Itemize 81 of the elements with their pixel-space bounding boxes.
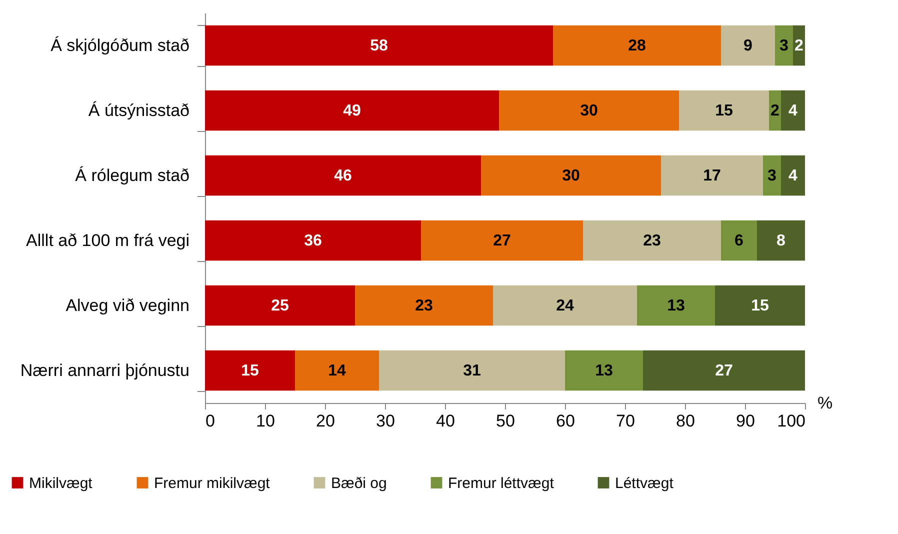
data-label: 15 xyxy=(241,362,259,380)
data-label: 30 xyxy=(562,168,580,184)
y-tick-label: Alllt að 100 m frá vegi xyxy=(26,231,190,250)
bar xyxy=(481,155,661,196)
data-label: 27 xyxy=(715,362,733,380)
data-label: 2 xyxy=(770,102,780,120)
data-label: 14 xyxy=(328,362,346,380)
bar xyxy=(205,25,553,66)
bar xyxy=(379,350,565,391)
data-label: 4 xyxy=(788,168,798,184)
data-label: 23 xyxy=(415,298,433,314)
data-label: 36 xyxy=(304,232,322,250)
legend-label: Fremur léttvægt xyxy=(448,474,555,492)
data-label: 25 xyxy=(271,298,289,314)
data-label: 15 xyxy=(751,298,769,314)
bar xyxy=(781,90,805,131)
bar xyxy=(775,25,793,66)
x-tick-label: 30 xyxy=(376,412,395,430)
x-tick-label: 80 xyxy=(676,412,695,430)
data-label: 46 xyxy=(334,168,352,184)
bar xyxy=(781,155,805,196)
data-label: 17 xyxy=(703,168,721,184)
y-tick-label: Á skjólgóðum stað xyxy=(50,36,190,55)
bar xyxy=(757,220,805,261)
x-tick-label: 50 xyxy=(496,412,515,430)
x-tick-label: 60 xyxy=(556,412,575,430)
data-label: 9 xyxy=(744,38,753,54)
bar xyxy=(643,350,805,391)
data-label: 28 xyxy=(628,38,646,54)
bar xyxy=(205,285,355,326)
bar xyxy=(679,90,769,131)
x-tick-label: 100 xyxy=(777,412,806,430)
bar xyxy=(295,350,379,391)
legend-label: Bæði og xyxy=(331,474,387,492)
x-tick-label: 70 xyxy=(616,412,635,430)
data-label: 6 xyxy=(734,232,744,250)
data-label: 58 xyxy=(370,38,388,54)
legend-label: Fremur mikilvægt xyxy=(154,474,271,492)
data-label: 24 xyxy=(556,298,574,314)
data-label: 15 xyxy=(715,102,733,120)
legend-label: Léttvægt xyxy=(615,474,674,492)
bar xyxy=(715,285,805,326)
data-label: 13 xyxy=(595,362,613,380)
bar xyxy=(493,285,637,326)
x-tick-label: 0 xyxy=(206,412,215,430)
bar xyxy=(205,350,295,391)
bar xyxy=(205,90,499,131)
data-label: 3 xyxy=(768,168,777,184)
data-label: 30 xyxy=(580,102,598,120)
data-label: 4 xyxy=(788,102,798,120)
bar xyxy=(499,90,679,131)
y-tick-label: Nærri annarri þjónustu xyxy=(20,361,190,380)
x-tick-label: 90 xyxy=(736,412,755,430)
data-label: 3 xyxy=(780,38,789,54)
bar xyxy=(565,350,643,391)
x-tick-label: 10 xyxy=(256,412,275,430)
bar xyxy=(205,220,421,261)
y-tick-label: Alveg við veginn xyxy=(66,296,190,315)
data-label: 23 xyxy=(643,232,661,250)
bar xyxy=(637,285,715,326)
bar xyxy=(355,285,493,326)
data-label: 13 xyxy=(667,298,685,314)
x-tick-label: 40 xyxy=(436,412,455,430)
bar xyxy=(763,155,781,196)
x-axis-title: % xyxy=(818,394,833,412)
y-tick-label: Á rólegum stað xyxy=(75,166,190,185)
bar xyxy=(205,155,481,196)
data-label: 8 xyxy=(776,232,786,250)
bar xyxy=(553,25,721,66)
bar xyxy=(661,155,763,196)
x-tick-label: 20 xyxy=(316,412,335,430)
y-tick-label: Á útsýnisstað xyxy=(88,101,190,120)
legend-label: Mikilvægt xyxy=(29,474,94,492)
data-label: 27 xyxy=(493,232,511,250)
data-label: 49 xyxy=(343,102,361,120)
bar xyxy=(721,220,757,261)
data-label: 2 xyxy=(794,38,804,54)
bar xyxy=(583,220,721,261)
bar xyxy=(721,25,775,66)
bar xyxy=(421,220,583,261)
data-label: 31 xyxy=(463,362,481,380)
